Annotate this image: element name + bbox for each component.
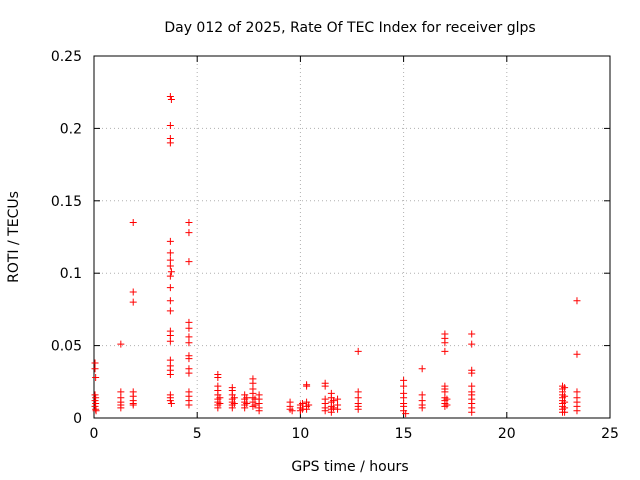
data-point: [303, 405, 311, 413]
x-tick-label: 10: [291, 426, 309, 442]
data-point: [129, 401, 137, 409]
data-point: [303, 382, 311, 390]
data-point: [321, 382, 329, 390]
x-tick-label: 5: [193, 426, 202, 442]
plot-frame: [93, 55, 611, 419]
data-point: [166, 249, 174, 257]
data-point: [185, 324, 193, 332]
data-point: [166, 237, 174, 245]
y-axis-label: ROTI / TECUs: [6, 191, 22, 283]
data-point: [305, 401, 313, 409]
data-point: [573, 297, 581, 305]
data-point: [561, 408, 569, 416]
y-tick-label: 0.25: [51, 49, 82, 65]
data-point: [441, 339, 449, 347]
x-axis-label: GPS time / hours: [291, 459, 408, 475]
data-point: [354, 405, 362, 413]
data-point: [400, 382, 408, 390]
data-point: [241, 404, 249, 412]
data-point: [117, 404, 125, 412]
data-point: [166, 371, 174, 379]
data-point: [167, 268, 175, 276]
data-point: [573, 407, 581, 415]
data-point: [91, 365, 99, 373]
data-point: [327, 408, 335, 416]
data-point: [166, 122, 174, 130]
data-point: [166, 262, 174, 270]
data-point: [255, 407, 263, 415]
data-point: [230, 400, 238, 408]
data-point: [166, 284, 174, 292]
y-tick-label: 0.15: [51, 194, 82, 210]
data-point: [561, 384, 569, 392]
data-point: [166, 93, 174, 101]
data-point: [166, 397, 174, 405]
y-tick-label: 0.1: [60, 266, 82, 282]
data-point: [251, 401, 259, 409]
data-point: [216, 400, 224, 408]
x-tick-label: 20: [498, 426, 516, 442]
data-point: [167, 95, 175, 103]
x-tick-label: 25: [601, 426, 619, 442]
data-points: [91, 93, 581, 418]
data-point: [185, 258, 193, 266]
data-point: [573, 350, 581, 358]
data-point: [329, 404, 337, 412]
data-point: [167, 400, 175, 408]
data-point: [334, 405, 342, 413]
data-point: [129, 298, 137, 306]
data-point: [185, 355, 193, 363]
data-point: [468, 369, 476, 377]
data-point: [166, 297, 174, 305]
data-point: [185, 401, 193, 409]
y-tick-label: 0.2: [60, 121, 82, 137]
data-point: [185, 369, 193, 377]
data-point: [214, 404, 222, 412]
data-point: [418, 404, 426, 412]
data-point: [166, 337, 174, 345]
x-tick-label: 0: [90, 426, 99, 442]
x-tick-label: 15: [395, 426, 413, 442]
data-point: [91, 402, 99, 410]
data-point: [129, 219, 137, 227]
data-point: [468, 408, 476, 416]
data-point: [321, 407, 329, 415]
y-tick-label: 0.05: [51, 339, 82, 355]
data-point: [166, 272, 174, 280]
data-point: [185, 219, 193, 227]
data-point: [117, 340, 125, 348]
data-point: [468, 340, 476, 348]
data-point: [129, 288, 137, 296]
data-point: [418, 365, 426, 373]
axis-ticks: 0 5 10 15 20 25 0 0.05 0.1 0.15 0.2 0.25: [51, 49, 619, 442]
data-point: [443, 401, 451, 409]
data-point: [92, 407, 100, 415]
data-point: [92, 373, 100, 381]
data-point: [468, 330, 476, 338]
data-point: [166, 139, 174, 147]
data-point: [402, 410, 410, 418]
chart-title: Day 012 of 2025, Rate Of TEC Index for r…: [164, 20, 535, 36]
grid: [94, 56, 610, 418]
data-point: [228, 404, 236, 412]
data-point: [288, 407, 296, 415]
data-point: [214, 373, 222, 381]
data-point: [243, 400, 251, 408]
data-point: [185, 339, 193, 347]
data-point: [329, 397, 337, 405]
data-point: [185, 229, 193, 237]
data-point: [354, 347, 362, 355]
data-point: [166, 307, 174, 315]
y-tick-label: 0: [73, 411, 82, 427]
data-point: [441, 347, 449, 355]
